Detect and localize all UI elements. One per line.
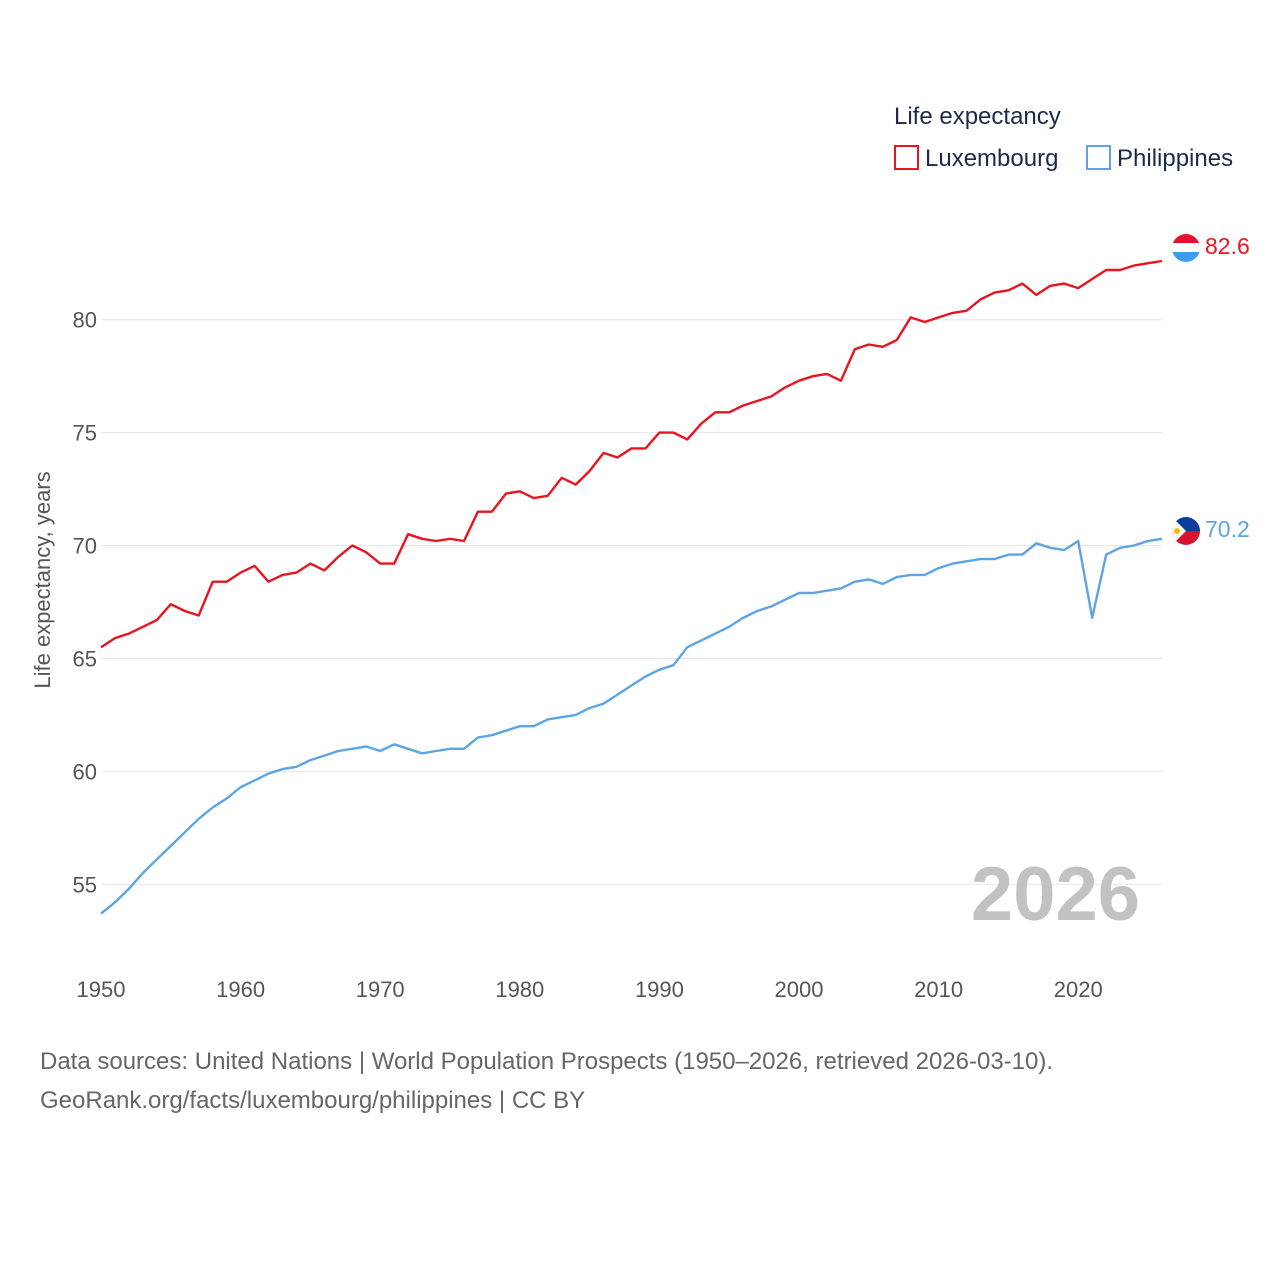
legend-swatch-luxembourg xyxy=(894,145,919,170)
legend-item-luxembourg[interactable]: Luxembourg xyxy=(894,145,1058,172)
legend-swatch-philippines xyxy=(1086,145,1111,170)
gridlines xyxy=(101,319,1162,885)
y-tick-label: 60 xyxy=(73,759,97,784)
series-lines xyxy=(100,259,1163,915)
y-tick-label: 70 xyxy=(73,534,97,559)
y-tick-label: 75 xyxy=(73,421,97,446)
y-tick-label: 55 xyxy=(73,872,97,897)
data-sources-text: Data sources: United Nations | World Pop… xyxy=(40,1048,1054,1075)
legend-title: Life expectancy xyxy=(894,103,1061,130)
x-tick-label: 2010 xyxy=(914,977,963,1002)
y-axis-ticks: 55 60 65 70 75 80 xyxy=(73,308,97,898)
x-axis-ticks: 1950 1960 1970 1980 1990 2000 2010 2020 xyxy=(77,977,1103,1002)
luxembourg-flag-icon xyxy=(1172,234,1200,262)
series-line-luxembourg xyxy=(100,259,1163,649)
philippines-flag-icon xyxy=(1172,517,1200,545)
end-label-luxembourg: 82.6 xyxy=(1205,233,1250,259)
x-tick-label: 1970 xyxy=(356,977,405,1002)
line-chart: 55 60 65 70 75 80 1950 1960 1970 1980 1990 2000 201… xyxy=(30,103,1250,1002)
x-tick-label: 1980 xyxy=(495,977,544,1002)
series-line-philippines xyxy=(100,537,1163,915)
credit-text: GeoRank.org/facts/luxembourg/philippines… xyxy=(40,1087,586,1114)
x-tick-label: 1960 xyxy=(216,977,265,1002)
legend-item-philippines[interactable]: Philippines xyxy=(1086,145,1233,172)
source-note: Data sources: United Nations | World Pop… xyxy=(40,1042,1240,1120)
x-tick-label: 2020 xyxy=(1054,977,1103,1002)
x-tick-label: 1950 xyxy=(77,977,126,1002)
end-label-philippines: 70.2 xyxy=(1205,516,1250,542)
current-year-watermark: 2026 xyxy=(971,852,1140,937)
legend-label-philippines: Philippines xyxy=(1117,145,1233,172)
y-axis-label: Life expectancy, years xyxy=(30,471,55,688)
legend-label-luxembourg: Luxembourg xyxy=(925,145,1058,172)
x-tick-label: 1990 xyxy=(635,977,684,1002)
x-tick-label: 2000 xyxy=(775,977,824,1002)
y-tick-label: 65 xyxy=(73,646,97,671)
legend: Life expectancy Luxembourg Philippines xyxy=(894,103,1233,172)
y-tick-label: 80 xyxy=(73,308,97,333)
